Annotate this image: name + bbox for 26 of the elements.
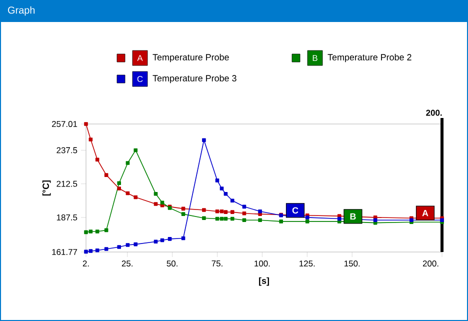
annotation: A	[422, 210, 428, 216]
y-tick-label: 257.01	[52, 121, 78, 127]
text: A	[137, 55, 143, 61]
x-axis-title: [s]	[259, 277, 269, 286]
y-tick-label: 237.5	[56, 147, 78, 154]
text: B	[312, 55, 318, 61]
x-tick-label: 150.	[344, 260, 360, 267]
x-tick-label: 25.	[122, 260, 132, 267]
x-tick-label: 2.	[82, 260, 89, 266]
annotation: C	[292, 207, 298, 214]
legend-label: Temperature Probe 2	[328, 54, 412, 62]
text: C	[137, 76, 143, 82]
y-tick-label: 212.5	[56, 180, 78, 187]
y-tick-label: 187.5	[56, 214, 78, 220]
ref-line-label: 200.	[426, 110, 442, 116]
chart-title: Graph	[8, 6, 35, 16]
x-tick-label: 200.	[422, 260, 438, 267]
x-tick-label: 125.	[300, 260, 315, 267]
y-tick-label: 161.77	[52, 249, 78, 255]
y-axis-title: [°C]	[42, 180, 51, 196]
legend-label: Temperature Probe 3	[152, 74, 236, 84]
x-tick-label: 75.	[212, 260, 222, 266]
annotation: B	[350, 213, 356, 220]
x-tick-label: 100.	[254, 260, 270, 267]
legend-label: Temperature Probe	[152, 54, 229, 62]
x-tick-label: 50.	[166, 260, 178, 267]
